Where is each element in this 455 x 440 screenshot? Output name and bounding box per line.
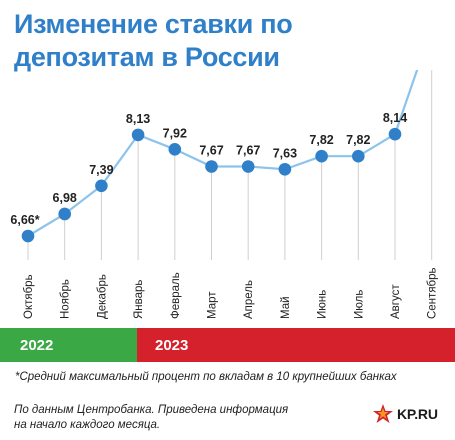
data-label: 7,82 <box>346 133 370 147</box>
x-tick-label: Июль <box>353 290 365 319</box>
year-label-2022: 2022 <box>20 336 54 354</box>
source-line-1: По данным Центробанка. Приведена информа… <box>14 404 289 416</box>
x-tick-label: Сентябрь <box>427 267 439 319</box>
data-point <box>315 149 328 163</box>
x-tick-label: Февраль <box>170 272 182 319</box>
data-label: 6,98 <box>53 191 77 205</box>
year-band-2022: 2022 <box>0 328 137 362</box>
data-point <box>58 207 71 221</box>
x-tick-label: Декабрь <box>96 274 108 319</box>
x-tick-label: Август <box>390 284 402 319</box>
source-line-2: на начало каждого месяца. <box>14 419 161 431</box>
data-label: 7,39 <box>89 163 113 177</box>
x-tick-label: Апрель <box>243 280 255 319</box>
data-label: 7,63 <box>273 146 297 160</box>
logo-text: KP.RU <box>397 406 438 422</box>
chart-title: Изменение ставки по депозитам в России <box>14 8 293 74</box>
data-point <box>168 143 182 156</box>
x-tick-label: Январь <box>133 280 145 319</box>
data-point <box>131 128 145 142</box>
data-point <box>241 160 255 173</box>
data-label: 7,82 <box>309 133 333 147</box>
x-tick-label: Март <box>207 291 219 319</box>
data-label: 6,66* <box>10 213 39 227</box>
data-point <box>21 229 35 243</box>
data-label: 7,92 <box>163 126 187 140</box>
source-note: По данным Центробанка. Приведена информа… <box>14 403 314 433</box>
year-band-2023: 2023 <box>137 328 455 362</box>
data-point <box>95 179 108 193</box>
footnote: *Средний максимальный процент по вкладам… <box>15 371 397 383</box>
data-point <box>205 160 218 173</box>
title-line-1: Изменение ставки по <box>14 9 293 39</box>
data-point <box>352 149 365 163</box>
data-point <box>388 127 402 141</box>
data-label: 7,67 <box>199 144 223 158</box>
x-tick-label: Октябрь <box>23 274 35 319</box>
x-tick-label: Май <box>280 296 292 319</box>
x-tick-label: Июнь <box>317 290 329 319</box>
year-label-2023: 2023 <box>155 336 189 354</box>
data-point <box>278 162 292 176</box>
data-label: 8,13 <box>126 112 150 126</box>
line-chart: 6,66* 6,98 7,39 8,13 7,92 7,67 7,67 7,63 7,82 7,8… <box>10 70 439 319</box>
data-label: 8,14 <box>383 111 407 125</box>
x-tick-label: Ноябрь <box>60 279 72 319</box>
series-line <box>27 70 419 237</box>
title-line-2: депозитам в России <box>14 42 280 72</box>
data-label: 7,67 <box>236 144 260 158</box>
kp-logo: KP.RU <box>372 404 438 424</box>
kp-star-icon <box>373 404 393 423</box>
